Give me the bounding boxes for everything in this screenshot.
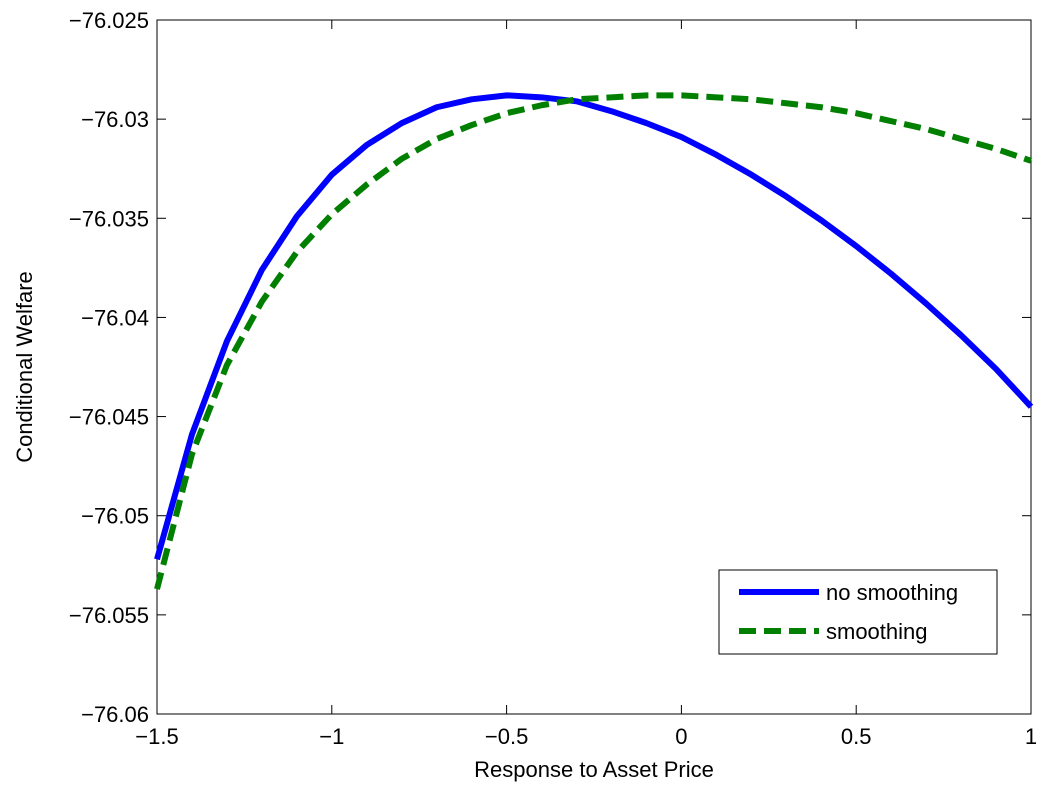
- y-tick-label: −76.06: [81, 702, 149, 727]
- y-axis-ticks: −76.025 −76.03 −76.035 −76.04 −76.045 −76.05 −…: [69, 8, 1031, 727]
- y-tick-label: −76.055: [69, 603, 149, 628]
- y-tick-label: −76.025: [69, 8, 149, 33]
- x-tick-label: −1.5: [135, 724, 178, 749]
- x-tick-label: 0: [675, 724, 687, 749]
- y-tick-label: −76.04: [81, 305, 149, 330]
- x-tick-label: −1: [319, 724, 344, 749]
- x-axis-ticks: −1.5 −1 −0.5 0 0.5 1: [135, 20, 1037, 749]
- x-tick-label: 0.5: [841, 724, 872, 749]
- y-tick-label: −76.03: [81, 107, 149, 132]
- x-tick-label: −0.5: [485, 724, 528, 749]
- series-line-1: [154, 92, 1034, 561]
- x-tick-label: 1: [1025, 724, 1037, 749]
- legend-box: [718, 569, 998, 655]
- legend-label-1: no smoothing: [826, 580, 958, 605]
- series-line-2: [154, 92, 1032, 590]
- legend-label-2: smoothing: [826, 619, 928, 644]
- y-tick-label: −76.035: [69, 206, 149, 231]
- y-axis-label: Conditional Welfare: [12, 271, 37, 463]
- plot-area: [154, 19, 1034, 715]
- x-axis-label: Response to Asset Price: [474, 757, 714, 782]
- y-tick-label: −76.05: [81, 504, 149, 529]
- y-tick-label: −76.045: [69, 405, 149, 430]
- legend: no smoothing smoothing: [718, 569, 998, 655]
